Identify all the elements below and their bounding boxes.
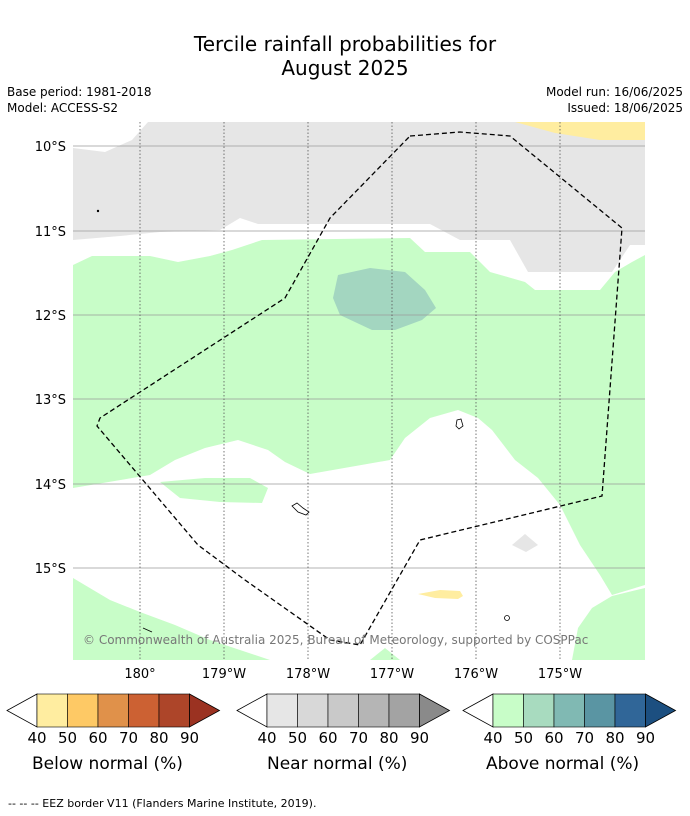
colorbar-over-arrow bbox=[645, 693, 677, 728]
legend-above-title: Above normal (%) bbox=[486, 754, 640, 774]
lat-label: 15°S bbox=[35, 562, 66, 577]
colorbar-tick-label: 90 bbox=[636, 729, 655, 747]
lat-label: 14°S bbox=[35, 478, 66, 493]
colorbar-segment bbox=[492, 693, 524, 728]
colorbar-segment bbox=[97, 693, 129, 728]
colorbar-tick-label: 80 bbox=[149, 729, 168, 747]
colorbar-segment bbox=[67, 693, 99, 728]
lon-label: 178°W bbox=[286, 667, 330, 682]
colorbar-segment bbox=[388, 693, 420, 728]
map-title-line1: Tercile rainfall probabilities for bbox=[193, 32, 497, 56]
colorbar-segment bbox=[553, 693, 585, 728]
legend-area: 40 50 60 70 80 90 40 50 60 70 80 90 40 50 60 70 80 90 bbox=[6, 693, 677, 747]
colorbar-tick-label: 50 bbox=[514, 729, 533, 747]
above-normal-patch-south-west bbox=[73, 578, 270, 660]
near-normal-gap bbox=[73, 122, 148, 152]
colorbar-segment bbox=[297, 693, 329, 728]
colorbar-under-arrow bbox=[462, 693, 494, 728]
lon-label: 180° bbox=[124, 667, 155, 682]
colorbar-tick-label: 60 bbox=[318, 729, 337, 747]
lat-label: 10°S bbox=[35, 140, 66, 155]
below-normal-patch-south bbox=[418, 590, 463, 599]
colorbar-tick-label: 90 bbox=[410, 729, 429, 747]
lon-label: 179°W bbox=[202, 667, 246, 682]
above-normal-patch-south-east bbox=[572, 588, 645, 660]
legend-near-title: Near normal (%) bbox=[267, 754, 408, 774]
colorbar-tick-label: 50 bbox=[288, 729, 307, 747]
longitude-labels: 180° 179°W 178°W 177°W 176°W 175°W bbox=[124, 667, 582, 682]
colorbar-above: 40 50 60 70 80 90 bbox=[462, 693, 677, 747]
eez-border bbox=[96, 131, 623, 646]
probability-map: © Commonwealth of Australia 2025, Bureau… bbox=[35, 122, 645, 682]
near-normal-region bbox=[73, 122, 645, 272]
colorbar-segment bbox=[266, 693, 298, 728]
colorbar-tick-label: 70 bbox=[349, 729, 368, 747]
colorbar-segment bbox=[584, 693, 616, 728]
above-normal-region bbox=[73, 238, 645, 595]
colorbar-tick-label: 70 bbox=[119, 729, 138, 747]
near-normal-small-patch bbox=[512, 534, 538, 552]
lon-label: 175°W bbox=[538, 667, 582, 682]
above-normal-patch-south bbox=[370, 648, 400, 660]
colorbar-under-arrow bbox=[6, 693, 38, 728]
colorbar-segment bbox=[36, 693, 68, 728]
colorbar-tick-label: 40 bbox=[257, 729, 276, 747]
issued-date: Issued: 18/06/2025 bbox=[567, 101, 683, 115]
colorbar-tick-label: 60 bbox=[88, 729, 107, 747]
lat-label: 12°S bbox=[35, 309, 66, 324]
below-normal-patch-north bbox=[515, 122, 645, 140]
lon-label: 176°W bbox=[454, 667, 498, 682]
colorbar-tick-label: 90 bbox=[180, 729, 199, 747]
base-period: Base period: 1981-2018 bbox=[7, 85, 152, 99]
lon-label: 177°W bbox=[370, 667, 414, 682]
above-normal-50-patch bbox=[333, 268, 436, 330]
lat-label: 13°S bbox=[35, 393, 66, 408]
copyright-notice: © Commonwealth of Australia 2025, Bureau… bbox=[83, 633, 588, 647]
colorbar-segment bbox=[358, 693, 390, 728]
latitude-gridlines bbox=[73, 145, 645, 569]
latitude-labels: 10°S 11°S 12°S 13°S 14°S 15°S bbox=[35, 140, 66, 577]
legend-below-title: Below normal (%) bbox=[32, 754, 183, 774]
colorbar-segment bbox=[128, 693, 160, 728]
model-run: Model run: 16/06/2025 bbox=[545, 85, 683, 99]
colorbar-tick-label: 80 bbox=[379, 729, 398, 747]
lat-label: 11°S bbox=[35, 225, 66, 240]
colorbar-over-arrow bbox=[189, 693, 221, 728]
map-plot-area: © Commonwealth of Australia 2025, Bureau… bbox=[73, 122, 645, 660]
colorbar-tick-label: 40 bbox=[483, 729, 502, 747]
colorbar-segment bbox=[327, 693, 359, 728]
eez-footnote: -- -- -- EEZ border V11 (Flanders Marine… bbox=[8, 797, 317, 810]
islands bbox=[96, 209, 510, 633]
colorbar-over-arrow bbox=[419, 693, 451, 728]
colorbar-tick-label: 70 bbox=[575, 729, 594, 747]
colorbar-tick-label: 40 bbox=[27, 729, 46, 747]
colorbar-tick-label: 60 bbox=[544, 729, 563, 747]
colorbar-segment bbox=[158, 693, 190, 728]
colorbar-tick-label: 80 bbox=[605, 729, 624, 747]
colorbar-below: 40 50 60 70 80 90 bbox=[6, 693, 221, 747]
colorbar-segment bbox=[614, 693, 646, 728]
colorbar-segment bbox=[523, 693, 555, 728]
colorbar-tick-label: 50 bbox=[58, 729, 77, 747]
colorbar-near: 40 50 60 70 80 90 bbox=[236, 693, 451, 747]
colorbar-under-arrow bbox=[236, 693, 268, 728]
model-name: Model: ACCESS-S2 bbox=[7, 101, 119, 115]
map-title-line2: August 2025 bbox=[281, 56, 409, 80]
longitude-gridlines bbox=[139, 122, 561, 660]
